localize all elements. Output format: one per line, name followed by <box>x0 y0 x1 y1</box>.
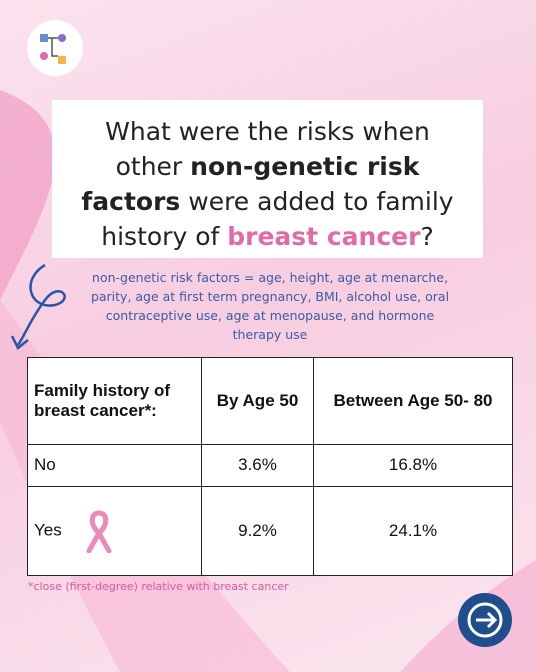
title-segment: ? <box>420 222 434 251</box>
footnote: *close (first-degree) relative with brea… <box>28 580 289 593</box>
title-segment: non-genetic risk factors <box>81 152 420 216</box>
cell-text: Yes <box>34 520 62 540</box>
cell: 16.8% <box>313 444 513 487</box>
cell: No <box>27 444 202 487</box>
title-segment: were added to family history of <box>101 187 454 251</box>
title-segment: breast cancer <box>227 222 421 251</box>
title-segment: What were the risks when other <box>105 117 430 181</box>
column-header: Family history of breast cancer*: <box>27 357 202 445</box>
cell: 24.1% <box>313 485 513 577</box>
column-header: By Age 50 <box>201 357 314 445</box>
cell: 3.6% <box>201 444 314 487</box>
risk-table: Family history of breast cancer*: By Age… <box>27 357 513 577</box>
cell: 9.2% <box>201 485 314 577</box>
title: What were the risks when other non-genet… <box>52 100 483 258</box>
column-header: Between Age 50- 80 <box>313 357 513 445</box>
cell: Yes <box>27 485 202 577</box>
ribbon-icon <box>86 510 112 554</box>
note: non-genetic risk factors = age, height, … <box>90 270 450 342</box>
